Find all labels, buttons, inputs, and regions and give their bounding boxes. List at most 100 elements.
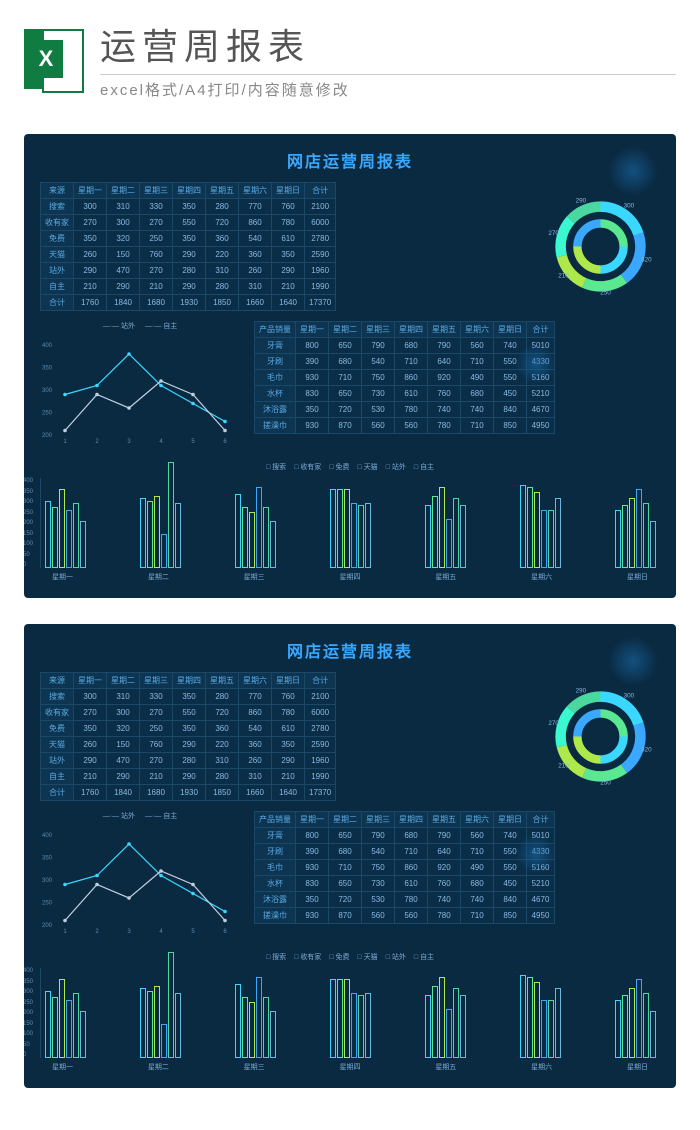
y-tick: 400: [42, 833, 53, 839]
y-tick: 350: [42, 856, 53, 862]
table-cell: 2780: [305, 231, 336, 247]
table-cell: 610: [272, 231, 305, 247]
table-cell: 280: [206, 279, 239, 295]
table-cell: 4950: [527, 908, 555, 924]
bar: [168, 952, 174, 1058]
table-cell: 1990: [305, 769, 336, 785]
donut-label: 290: [575, 197, 586, 204]
bar: [73, 993, 79, 1058]
table-cell: 290: [74, 263, 107, 279]
legend-item: 天猫: [358, 952, 378, 962]
table-header-cell: 星期一: [296, 322, 329, 338]
table-row: 站外2904702702803102602901960: [41, 263, 336, 279]
table-cell: 290: [173, 247, 206, 263]
donut-label: 250: [600, 780, 611, 787]
mid-row: —·— 站外—·— 自主200250300350400123456产品销量星期一…: [40, 321, 660, 450]
table-cell: 350: [173, 231, 206, 247]
table-cell: 360: [239, 737, 272, 753]
legend-item: 免费: [329, 952, 349, 962]
table-cell: 210: [140, 279, 173, 295]
table-cell: 850: [494, 908, 527, 924]
table-cell: 390: [296, 354, 329, 370]
table-row: 牙膏8006507906807905607405010: [255, 338, 555, 354]
line-point: [63, 429, 67, 433]
bar-x-labels: 星期一星期二星期三星期四星期五星期六星期日: [40, 572, 660, 582]
glow-decoration: [516, 834, 556, 874]
bar: [351, 503, 357, 568]
bar: [59, 979, 65, 1058]
table-cell: 280: [173, 263, 206, 279]
table-header-cell: 星期二: [107, 183, 140, 199]
table-cell: 270: [140, 705, 173, 721]
donut-segment: [584, 279, 624, 287]
table-cell: 150: [107, 247, 140, 263]
table-cell: 260: [74, 247, 107, 263]
bar-x-label: 星期六: [531, 1062, 552, 1072]
table-cell: 730: [362, 876, 395, 892]
donut-label: 320: [641, 256, 652, 263]
donut-inner-segment: [577, 223, 600, 246]
row-header: 自主: [41, 769, 74, 785]
legend-item: 收有家: [294, 462, 321, 472]
table-cell: 220: [206, 247, 239, 263]
bar-group: [140, 478, 181, 568]
table-row: 牙膏8006507906807905607405010: [255, 828, 555, 844]
bar: [555, 498, 561, 568]
bar: [541, 1000, 547, 1059]
line-point: [223, 429, 227, 433]
table-cell: 290: [74, 753, 107, 769]
bar-section: 搜索收有家免费天猫站外自主400350300250200150100500星期一…: [40, 462, 660, 582]
dashboard-title: 网店运营周报表: [40, 638, 660, 662]
line-series: [65, 354, 225, 422]
bar: [337, 489, 343, 568]
line-point: [95, 883, 99, 887]
row-header: 牙刷: [255, 354, 296, 370]
donut-segment: [570, 697, 600, 710]
table-cell: 710: [329, 860, 362, 876]
bar-group: [520, 968, 561, 1058]
row-header: 天猫: [41, 247, 74, 263]
table-header-cell: 星期一: [74, 183, 107, 199]
table-cell: 360: [206, 721, 239, 737]
row-header: 水杯: [255, 386, 296, 402]
bar: [446, 519, 452, 569]
table-header-cell: 星期四: [173, 183, 206, 199]
table-cell: 290: [173, 769, 206, 785]
table-cell: 490: [461, 860, 494, 876]
table-cell: 800: [296, 338, 329, 354]
line-point: [223, 420, 227, 424]
table-cell: 360: [206, 231, 239, 247]
bar: [242, 997, 248, 1058]
table-cell: 760: [272, 689, 305, 705]
table-header-cell: 来源: [41, 673, 74, 689]
donut-segment: [560, 710, 570, 746]
row-header: 合计: [41, 295, 74, 311]
table-header-cell: 星期日: [494, 322, 527, 338]
bar: [629, 988, 635, 1058]
table-cell: 760: [428, 386, 461, 402]
y-tick: 200: [24, 1010, 33, 1016]
y-tick: 350: [24, 979, 33, 985]
bar-legend: 搜索收有家免费天猫站外自主: [40, 952, 660, 962]
table-cell: 310: [239, 279, 272, 295]
bar-x-label: 星期日: [627, 1062, 648, 1072]
table-header-cell: 星期五: [428, 322, 461, 338]
table-header-cell: 星期六: [461, 322, 494, 338]
row-header: 收有家: [41, 705, 74, 721]
y-tick: 400: [24, 968, 33, 974]
table-cell: 730: [362, 386, 395, 402]
bar: [432, 496, 438, 568]
table-row: 搜索3003103303502807707602100: [41, 689, 336, 705]
y-tick: 50: [24, 552, 33, 558]
table-cell: 2100: [305, 689, 336, 705]
line-series: [65, 381, 225, 431]
table-row: 免费3503202503503605406102780: [41, 721, 336, 737]
table-cell: 350: [74, 231, 107, 247]
table-cell: 840: [494, 402, 527, 418]
table-cell: 350: [272, 737, 305, 753]
preview-container: 网店运营周报表来源 星期一星期二星期三星期四星期五星期六星期日 合计搜索300310…: [0, 118, 700, 1130]
table-cell: 550: [173, 705, 206, 721]
row-header: 免费: [41, 721, 74, 737]
row-header: 站外: [41, 263, 74, 279]
table-row: 天猫2601507602902203603502590: [41, 247, 336, 263]
